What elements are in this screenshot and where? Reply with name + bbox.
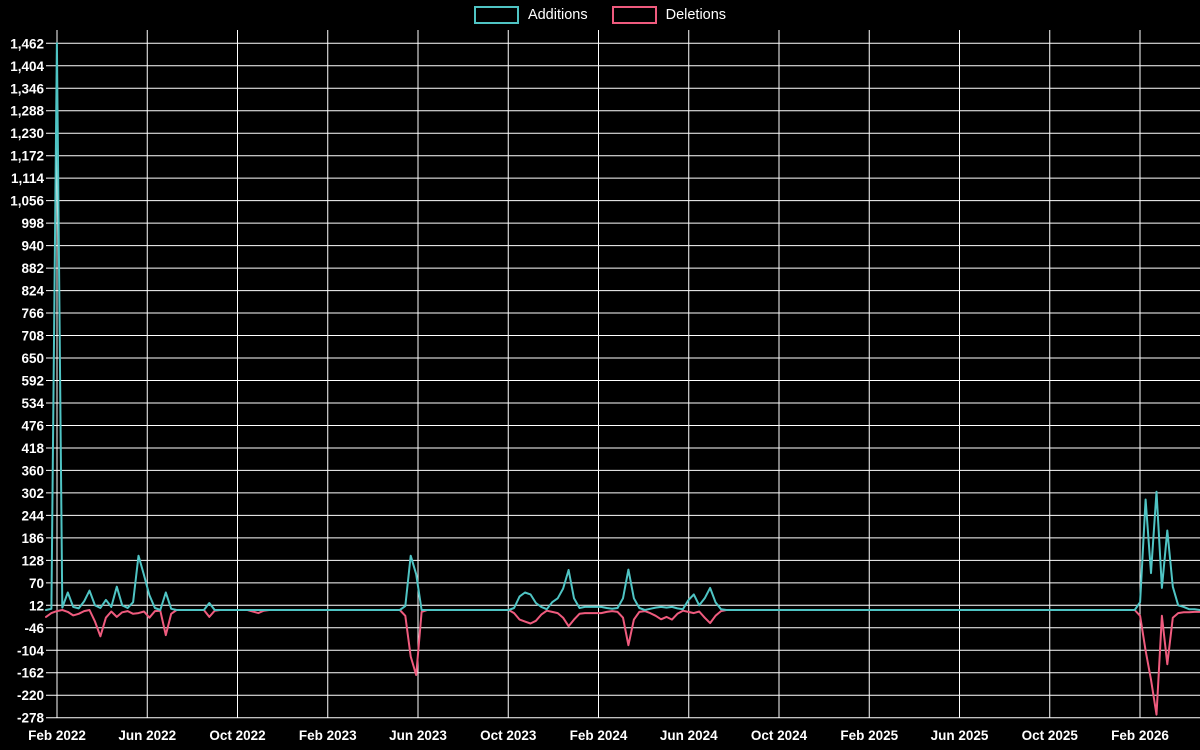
legend-label-additions: Additions xyxy=(527,7,588,23)
y-axis-tick-label: 650 xyxy=(21,351,44,366)
y-axis-tick-label: 12 xyxy=(29,598,44,613)
y-axis-tick-label: -278 xyxy=(17,711,45,726)
y-axis-tick-label: -162 xyxy=(17,666,44,681)
y-axis-tick-label: 766 xyxy=(21,306,44,321)
y-axis-tick-label: 1,114 xyxy=(11,171,45,186)
x-axis-tick-label: Feb 2024 xyxy=(570,728,628,743)
deletions-line xyxy=(45,609,1200,716)
y-axis-tick-label: 70 xyxy=(29,576,44,591)
x-axis-tick-label: Oct 2023 xyxy=(480,728,537,743)
x-axis-tick-label: Jun 2022 xyxy=(118,728,176,743)
y-axis-tick-label: -104 xyxy=(17,643,45,658)
y-axis-tick-label: 882 xyxy=(21,261,44,276)
y-axis-tick-label: 418 xyxy=(21,441,44,456)
y-axis-tick-label: 128 xyxy=(21,553,44,568)
legend-item-additions[interactable]: Additions xyxy=(473,6,588,24)
x-axis-tick-label: Oct 2024 xyxy=(751,728,808,743)
y-axis-tick-label: 244 xyxy=(21,508,44,523)
x-axis-tick-label: Feb 2022 xyxy=(28,728,86,743)
x-axis-tick-label: Jun 2024 xyxy=(660,728,718,743)
y-axis-tick-label: 592 xyxy=(21,374,44,389)
additions-line xyxy=(45,42,1200,611)
y-axis-tick-label: 1,346 xyxy=(10,81,44,96)
y-axis-tick-label: 534 xyxy=(21,396,44,411)
x-axis-tick-label: Oct 2022 xyxy=(209,728,265,743)
y-axis-tick-label: 824 xyxy=(21,284,44,299)
chart-legend: Additions Deletions xyxy=(0,6,1200,24)
x-axis-tick-label: Feb 2023 xyxy=(299,728,357,743)
y-axis-tick-label: 1,288 xyxy=(10,104,44,119)
y-axis-tick-label: -46 xyxy=(24,621,44,636)
x-axis-tick-label: Oct 2025 xyxy=(1022,728,1079,743)
deletions-swatch-icon xyxy=(611,6,657,24)
y-axis-tick-label: 302 xyxy=(21,486,44,501)
y-axis-tick-label: 1,230 xyxy=(10,126,44,141)
legend-item-deletions[interactable]: Deletions xyxy=(611,6,727,24)
legend-label-deletions: Deletions xyxy=(665,7,727,23)
y-axis-tick-label: 940 xyxy=(21,239,44,254)
y-axis-tick-label: 998 xyxy=(21,216,44,231)
y-axis-tick-label: 186 xyxy=(21,531,44,546)
y-axis-tick-label: 360 xyxy=(21,463,44,478)
y-axis-tick-label: -220 xyxy=(17,688,44,703)
x-axis-tick-label: Feb 2026 xyxy=(1111,728,1169,743)
y-axis-tick-label: 1,404 xyxy=(10,59,44,74)
y-axis-tick-label: 708 xyxy=(21,329,44,344)
x-axis-tick-label: Feb 2025 xyxy=(840,728,898,743)
additions-swatch-icon xyxy=(473,6,519,24)
x-axis-tick-label: Jun 2025 xyxy=(931,728,989,743)
y-axis-tick-label: 476 xyxy=(21,418,44,433)
y-axis-tick-label: 1,172 xyxy=(10,149,44,164)
y-axis-tick-label: 1,056 xyxy=(10,194,44,209)
x-axis-tick-label: Jun 2023 xyxy=(389,728,447,743)
y-axis-tick-label: 1,462 xyxy=(10,36,44,51)
